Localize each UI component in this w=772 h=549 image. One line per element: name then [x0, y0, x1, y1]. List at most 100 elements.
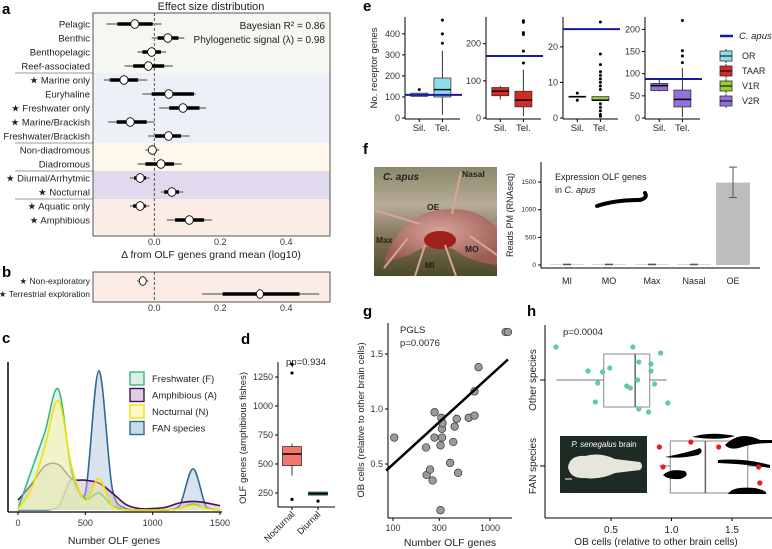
median-point	[147, 47, 157, 57]
row-label: ★ Nocturnal	[38, 188, 90, 199]
barbel	[414, 244, 426, 277]
y-tick-label: 200	[625, 24, 640, 34]
row-label: Euryhaline	[45, 90, 90, 101]
row-label: Diadromous	[39, 160, 90, 171]
legend-label: V1R	[742, 81, 760, 91]
outlier-point	[598, 63, 602, 67]
outlier-point	[575, 91, 579, 95]
photo-label: OE	[427, 202, 440, 212]
inset-species: P. senegalus	[571, 440, 616, 449]
outlier-point	[521, 19, 525, 23]
legend-swatch	[129, 404, 145, 419]
data-point	[428, 476, 437, 485]
x-tick-label: Tel.	[516, 123, 531, 134]
outlier-point	[598, 109, 602, 113]
density-area-0	[18, 370, 220, 510]
y-tick-label: 0.5	[370, 459, 383, 469]
outlier-point	[680, 61, 684, 65]
chart-title-line1: Expression OLF genes	[555, 172, 647, 182]
outlier-point	[521, 61, 525, 65]
median-point	[138, 276, 147, 286]
outlier-point	[598, 112, 602, 116]
group-background	[93, 199, 330, 236]
data-point	[430, 408, 439, 417]
panel-letter-g: g	[363, 303, 372, 320]
median-point	[143, 61, 153, 71]
barbel	[383, 237, 409, 269]
significance-star-icon: ★	[38, 188, 47, 199]
legend-label: C. apus	[739, 31, 772, 42]
x-tick-label: MI	[562, 276, 572, 286]
x-tick-label: 1000	[143, 518, 163, 528]
significance-star-icon: ★	[30, 216, 39, 227]
row-label: ★ Marine only	[30, 76, 91, 87]
row-label: Non-diadromous	[20, 146, 90, 157]
photo-label: MO	[465, 244, 479, 254]
data-point	[585, 368, 591, 374]
box	[603, 353, 651, 408]
y-tick-label: 150	[625, 47, 640, 57]
panel-letter-c: c	[2, 330, 10, 347]
x-tick-label: OE	[726, 276, 739, 286]
row-label-text: Euryhaline	[45, 90, 90, 101]
data-point	[651, 381, 658, 387]
data-point	[635, 377, 641, 383]
subplot-OR: 0 100 200 300 400 Sil. Tel.	[385, 17, 462, 134]
y-tick-label: 250	[258, 488, 273, 498]
row-label-text: Non-exploratory	[30, 276, 91, 286]
panel-f-photo: C. apus Nasal OE Max MO MI	[373, 167, 498, 277]
x-tick-label: Sil.	[571, 123, 584, 134]
photo-label: Max	[376, 235, 393, 245]
title-text: in	[555, 185, 565, 195]
row-label: ★ Amphibious	[30, 216, 91, 227]
panel-letter-d: d	[241, 331, 250, 348]
x-tick-label: 0.4	[280, 237, 293, 247]
outlier-point	[598, 70, 602, 74]
median-point	[164, 89, 174, 99]
outlier-point	[521, 49, 525, 53]
x-axis-label: Number OLF genes	[68, 535, 160, 547]
legend-label: Nocturnal (N)	[152, 407, 209, 418]
outlier-point	[290, 371, 294, 375]
median-point	[135, 173, 145, 183]
x-tick-label: Tel.	[593, 123, 608, 134]
plot-frame	[92, 12, 331, 237]
data-point	[757, 480, 763, 486]
row-label: ★ Freshwater only	[11, 104, 90, 115]
legend-swatch	[129, 420, 145, 436]
y-tick-label: 100	[625, 69, 640, 79]
row-label-text: Diadromous	[39, 160, 90, 171]
data-point	[630, 344, 636, 350]
data-point	[592, 399, 598, 405]
row-label: ★ Terrestrial exploration	[0, 289, 90, 299]
significance-star-icon: ★	[28, 202, 37, 213]
fish-silhouette-icon	[725, 436, 772, 449]
density-line-0	[18, 370, 221, 511]
data-point	[452, 414, 461, 424]
regression-line	[385, 358, 509, 472]
phylogenetic-signal-annotation: Phylogenetic signal (λ) = 0.98	[194, 35, 326, 46]
data-point	[648, 361, 654, 367]
data-point	[645, 409, 652, 415]
legend-swatch	[129, 387, 145, 403]
panel-f-bar-chart: 0 500 1000 1500 MI MO Max Nasal OE Expression OLF…	[505, 162, 760, 286]
panel-b-forest-plot: ★ Non-exploratory★ Terrestrial explorati…	[0, 271, 331, 313]
data-point	[445, 458, 455, 468]
panel-a-forest-plot: Effect size distribution Bayesian R² = 0.…	[3, 1, 331, 261]
y-tick-label: 0	[635, 113, 640, 123]
data-point	[470, 411, 479, 420]
x-tick-label: MO	[602, 276, 617, 286]
median-point	[178, 103, 188, 113]
row-label-text: Marine only	[41, 76, 90, 87]
data-point	[450, 422, 459, 431]
subplot-V2R: 0 50 100 150 200 Sil. Tel.	[625, 17, 702, 134]
title-species: C. apus	[565, 185, 597, 195]
row-label: ★ Aquatic only	[28, 202, 91, 213]
barbel	[469, 235, 498, 256]
outlier-point	[680, 54, 684, 58]
x-tick-label: Diurnal	[295, 509, 322, 536]
row-label-text: Pelagic	[59, 20, 90, 31]
x-tick-label: 0.5	[604, 525, 618, 536]
y-tick-label: 100	[385, 92, 400, 102]
plot-frame	[92, 271, 331, 303]
